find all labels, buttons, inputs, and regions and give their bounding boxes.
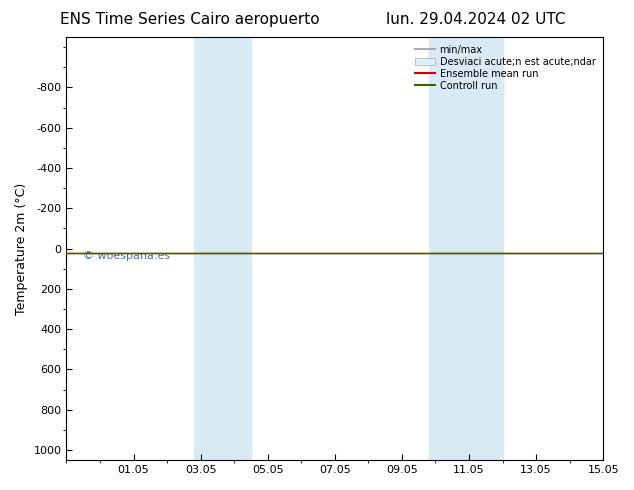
Text: lun. 29.04.2024 02 UTC: lun. 29.04.2024 02 UTC xyxy=(385,12,566,27)
Y-axis label: Temperature 2m (°C): Temperature 2m (°C) xyxy=(15,182,28,315)
Text: ENS Time Series Cairo aeropuerto: ENS Time Series Cairo aeropuerto xyxy=(60,12,320,27)
Text: © woespana.es: © woespana.es xyxy=(82,251,170,261)
Bar xyxy=(429,37,503,460)
Legend: min/max, Desviaci acute;n est acute;ndar, Ensemble mean run, Controll run: min/max, Desviaci acute;n est acute;ndar… xyxy=(412,42,598,94)
Bar xyxy=(194,37,251,460)
